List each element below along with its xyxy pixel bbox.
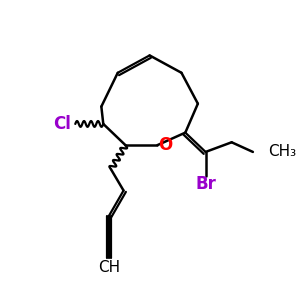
Text: Cl: Cl xyxy=(53,115,71,133)
Text: Br: Br xyxy=(195,175,216,193)
Text: CH: CH xyxy=(98,260,120,275)
Text: O: O xyxy=(158,136,172,154)
Text: CH₃: CH₃ xyxy=(268,144,296,159)
